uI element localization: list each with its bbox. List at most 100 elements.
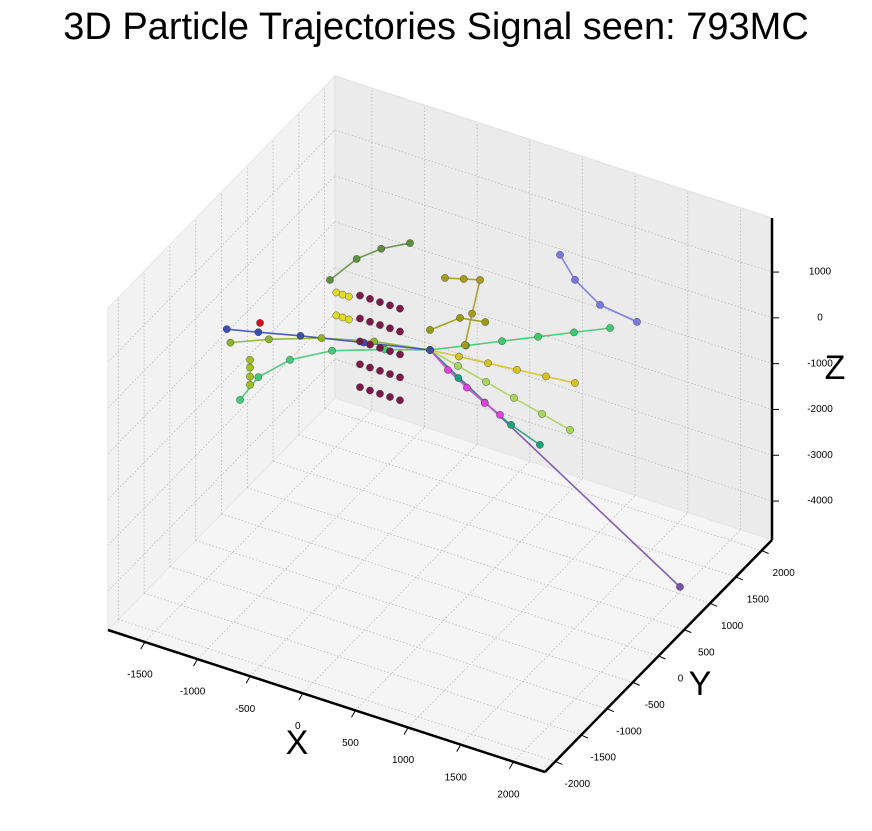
- grid-line: [195, 539, 633, 683]
- y-tick-label: -1000: [616, 726, 642, 737]
- point: [356, 291, 364, 300]
- point: [507, 421, 515, 429]
- z-tick-label: 1000: [809, 267, 832, 278]
- y-tick-label: 1500: [747, 595, 770, 606]
- point: [376, 389, 384, 398]
- point: [366, 340, 374, 349]
- grid-line: [107, 129, 336, 363]
- point: [536, 441, 544, 449]
- point: [396, 373, 404, 382]
- x-tick-label: 1500: [445, 772, 468, 783]
- point: [459, 275, 468, 283]
- point: [510, 394, 518, 402]
- grid-line: [334, 221, 773, 365]
- point: [444, 366, 452, 374]
- point: [484, 359, 492, 368]
- axis-line: [107, 628, 546, 774]
- grid-line: [513, 529, 741, 763]
- x-tick-label: 500: [342, 738, 359, 749]
- point: [406, 239, 414, 247]
- point: [396, 396, 404, 405]
- point: [356, 383, 364, 392]
- point: [454, 374, 463, 382]
- grid-line: [334, 175, 773, 319]
- point: [676, 583, 684, 591]
- point: [332, 311, 341, 320]
- point: [345, 292, 353, 301]
- x-tick-label: 0: [295, 721, 301, 732]
- trajectory: [559, 254, 638, 323]
- grid-line: [272, 460, 711, 604]
- z-tick-label: -3000: [807, 450, 833, 461]
- point: [366, 363, 374, 372]
- point: [377, 244, 386, 253]
- point: [386, 393, 394, 401]
- grid-line: [107, 312, 336, 546]
- point: [570, 328, 578, 337]
- point: [498, 337, 506, 345]
- point: [376, 344, 384, 352]
- point: [386, 324, 394, 333]
- x-tick-label: -1500: [127, 670, 153, 681]
- grid-line: [334, 267, 773, 410]
- grid-line: [460, 512, 689, 745]
- point: [328, 346, 336, 355]
- point: [236, 396, 244, 404]
- grid-line: [221, 513, 659, 657]
- point: [352, 255, 361, 263]
- point: [265, 335, 273, 344]
- point: [366, 317, 374, 326]
- grid-line: [247, 487, 685, 631]
- point: [480, 399, 489, 407]
- z-tick-label: -1000: [807, 358, 833, 369]
- point: [246, 372, 254, 381]
- point: [456, 314, 464, 322]
- point: [296, 332, 305, 340]
- point: [376, 367, 384, 375]
- point: [426, 326, 434, 334]
- point: [542, 372, 550, 381]
- point: [426, 346, 434, 354]
- axis-line: [544, 539, 773, 773]
- z-axis-label: Z: [825, 349, 846, 387]
- grid-line: [334, 129, 773, 273]
- point: [556, 251, 564, 259]
- point: [376, 321, 384, 329]
- grid-line: [324, 408, 762, 551]
- z-tick-label: -4000: [807, 496, 833, 507]
- point: [246, 363, 254, 372]
- tick-mark: [193, 658, 198, 667]
- point: [396, 350, 404, 359]
- grid-line: [169, 566, 608, 710]
- point: [454, 362, 462, 370]
- grid-line: [143, 592, 582, 736]
- point: [222, 325, 231, 333]
- y-tick-label: 1000: [721, 621, 744, 632]
- grid-line: [298, 434, 737, 578]
- grid-line: [334, 312, 773, 456]
- x-tick-label: -500: [235, 704, 255, 715]
- point: [356, 337, 364, 346]
- tick-mark: [508, 761, 514, 769]
- point: [338, 290, 347, 299]
- point: [246, 381, 254, 389]
- point: [366, 295, 374, 303]
- x-tick-label: 2000: [497, 789, 520, 800]
- point: [332, 288, 341, 297]
- point: [366, 386, 374, 395]
- grid-line: [302, 461, 531, 694]
- tick-mark: [351, 710, 356, 718]
- grid-line: [249, 443, 478, 677]
- y-tick-label: 500: [698, 647, 715, 658]
- chart-title: 3D Particle Trajectories Signal seen: 79…: [63, 6, 809, 48]
- point: [481, 318, 490, 326]
- y-tick-label: 2000: [773, 568, 796, 579]
- point: [606, 324, 614, 332]
- tick-mark: [140, 641, 146, 650]
- y-tick-label: -500: [645, 700, 665, 711]
- tick-mark: [245, 675, 251, 684]
- y-tick-label: -1500: [590, 753, 616, 764]
- point: [226, 338, 235, 347]
- point: [571, 379, 579, 387]
- grid-line: [118, 619, 556, 762]
